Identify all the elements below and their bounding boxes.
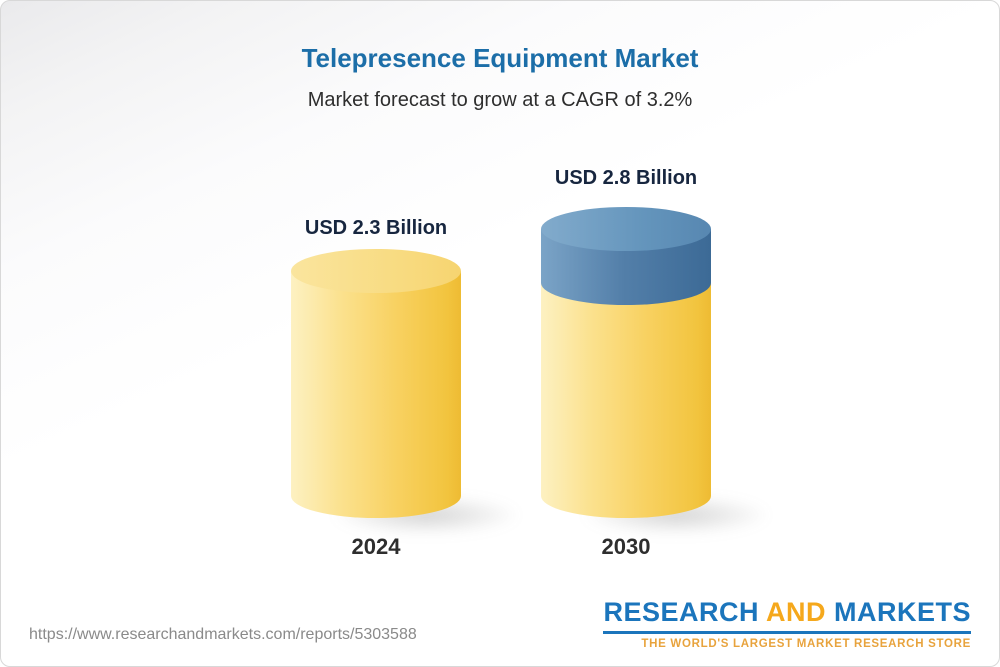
x-tick-2030: 2030 xyxy=(601,534,651,559)
brand-logo: RESEARCH AND MARKETS THE WORLD'S LARGEST… xyxy=(603,597,971,650)
logo-word-and: AND xyxy=(765,597,826,627)
brand-logo-wordmark: RESEARCH AND MARKETS xyxy=(603,597,971,628)
bar-2030-top-ellipse xyxy=(541,207,711,251)
bar-2030-base-segment xyxy=(541,283,711,518)
logo-word-research: RESEARCH xyxy=(603,597,759,627)
chart-subtitle: Market forecast to grow at a CAGR of 3.2… xyxy=(307,89,693,111)
bar-2030 xyxy=(541,207,711,518)
chart-title: Telepresence Equipment Market xyxy=(301,43,699,73)
bar-2024-body xyxy=(291,271,461,518)
report-url: https://www.researchandmarkets.com/repor… xyxy=(29,626,417,643)
bar-2024-top-ellipse xyxy=(291,249,461,293)
logo-divider-rule xyxy=(603,631,971,634)
logo-word-markets: MARKETS xyxy=(834,597,971,627)
bar-2024 xyxy=(291,249,461,518)
x-tick-2024: 2024 xyxy=(351,534,401,559)
value-label-2024: USD 2.3 Billion xyxy=(304,217,448,239)
value-label-2030: USD 2.8 Billion xyxy=(554,167,698,189)
logo-tagline: THE WORLD'S LARGEST MARKET RESEARCH STOR… xyxy=(641,638,971,650)
